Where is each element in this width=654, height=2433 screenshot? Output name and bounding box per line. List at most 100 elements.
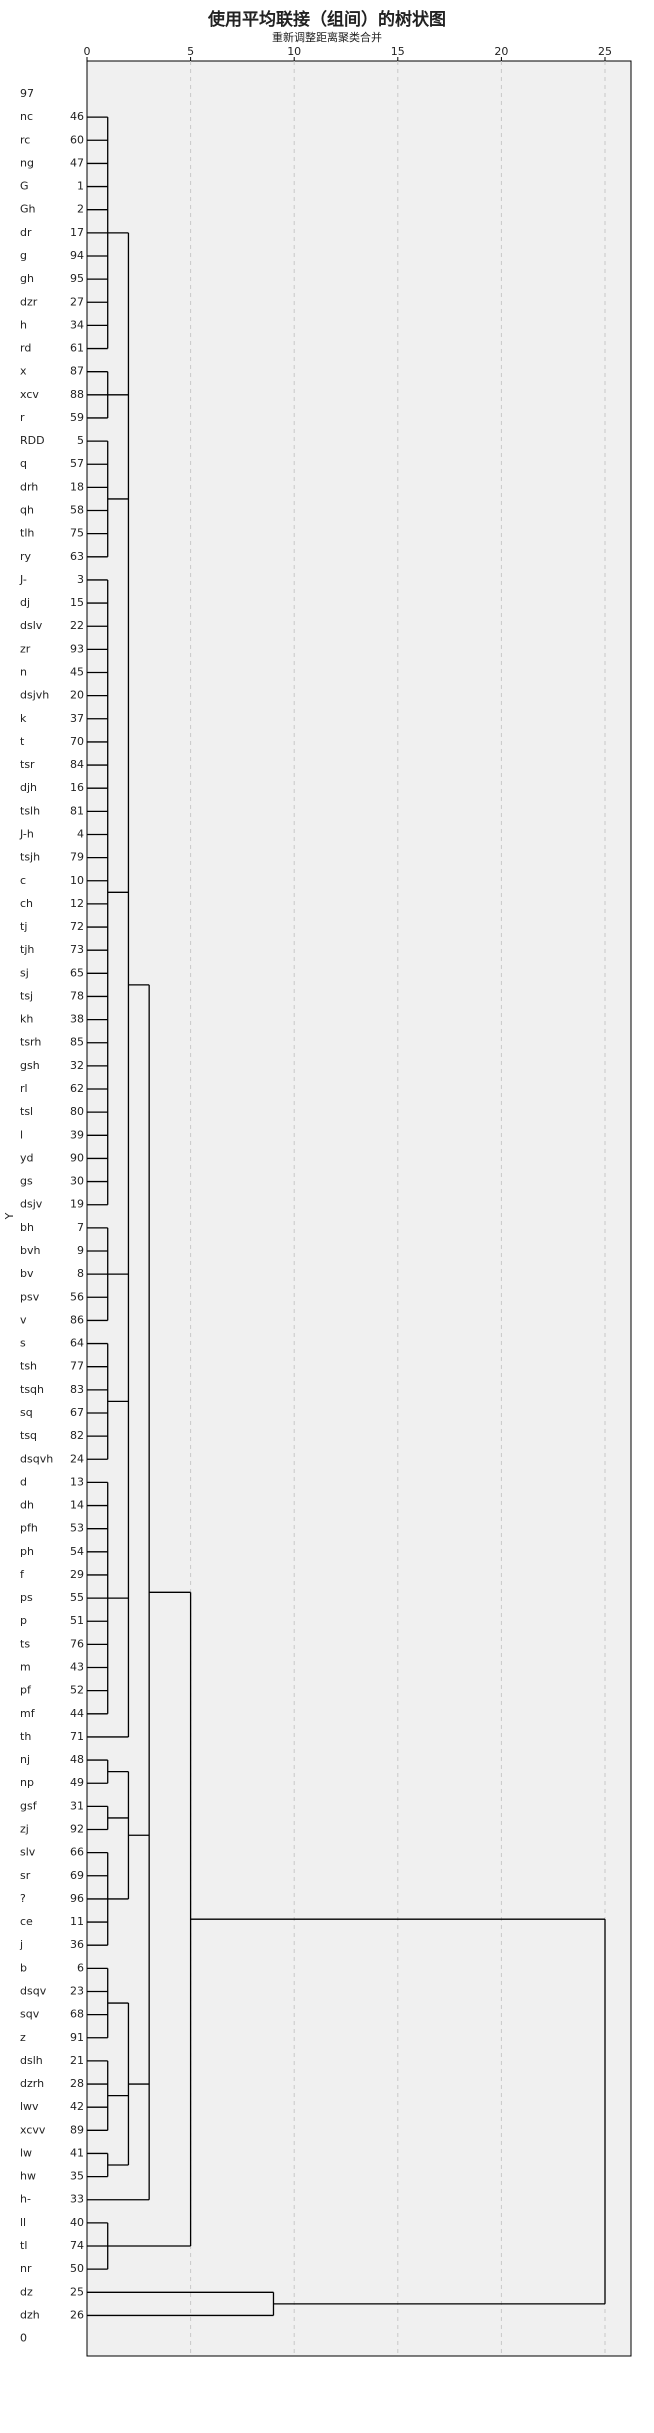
leaf-label: zr [20, 642, 31, 655]
leaf-case: 19 [70, 1198, 84, 1211]
leaf-case: 93 [70, 642, 84, 655]
leaf-label: dh [20, 1499, 34, 1512]
x-tick-label: 25 [598, 45, 612, 58]
leaf-case: 15 [70, 596, 84, 609]
leaf-label: ce [20, 1915, 33, 1928]
leaf-case: 73 [70, 943, 84, 956]
leaf-label: dz [20, 2285, 33, 2298]
y-axis-label: Y [3, 1212, 16, 1220]
leaf-case: 16 [70, 781, 84, 794]
leaf-label: q [20, 457, 27, 470]
leaf-label: tsr [20, 758, 35, 771]
leaf-case: 28 [70, 2077, 84, 2090]
leaf-label: dslh [20, 2054, 43, 2067]
leaf-case: 20 [70, 689, 84, 702]
leaf-case: 63 [70, 550, 84, 563]
leaf-label: ng [20, 156, 34, 169]
leaf-label: ph [20, 1545, 34, 1558]
leaf-case: 96 [70, 1892, 84, 1905]
leaf-label: sj [20, 966, 29, 979]
leaf-case: 85 [70, 1036, 84, 1049]
leaf-label: zj [20, 1823, 29, 1836]
leaf-label: mf [20, 1707, 36, 1720]
leaf-case: 50 [70, 2262, 84, 2275]
leaf-label: l [20, 1128, 23, 1141]
leaf-case: 10 [70, 874, 84, 887]
leaf-case: 58 [70, 504, 84, 517]
leaf-case: 57 [70, 457, 84, 470]
leaf-label: tslh [20, 804, 40, 817]
leaf-case: 5 [77, 434, 84, 447]
leaf-label: tlh [20, 527, 34, 540]
leaf-label: rc [20, 133, 30, 146]
chart-subtitle: 重新调整距离聚类合并 [272, 30, 382, 44]
leaf-label: z [20, 2031, 26, 2044]
leaf-case: 36 [70, 1938, 84, 1951]
leaf-case: 8 [77, 1267, 84, 1280]
leaf-label: n [20, 666, 27, 679]
leaf-label: pf [20, 1684, 32, 1697]
leaf-case: 3 [77, 573, 84, 586]
leaf-label: ps [20, 1591, 33, 1604]
leaf-label: slv [20, 1846, 36, 1859]
leaf-label: np [20, 1776, 34, 1789]
leaf-case: 34 [70, 318, 84, 331]
leaf-case: 48 [70, 1753, 84, 1766]
leaf-case: 33 [70, 2193, 84, 2206]
leaf-case: 12 [70, 897, 84, 910]
leaf-label: rl [20, 1082, 28, 1095]
leaf-label: nj [20, 1753, 30, 1766]
leaf-label: xcvv [20, 2123, 46, 2136]
leaf-label: d [20, 1475, 27, 1488]
leaf-case: 21 [70, 2054, 84, 2067]
leaf-label: b [20, 1961, 27, 1974]
leaf-label: dslv [20, 619, 43, 632]
leaf-case: 22 [70, 619, 84, 632]
leaf-case: 56 [70, 1290, 84, 1303]
x-tick-label: 0 [84, 45, 91, 58]
leaf-case: 92 [70, 1823, 84, 1836]
leaf-case: 68 [70, 2008, 84, 2021]
leaf-label: rd [20, 342, 31, 355]
leaf-case: 61 [70, 342, 84, 355]
leaf-case: 95 [70, 272, 84, 285]
leaf-label: drh [20, 480, 38, 493]
leaf-case: 70 [70, 735, 84, 748]
x-tick-label: 10 [287, 45, 301, 58]
leaf-label: v [20, 1313, 27, 1326]
leaf-label: ? [20, 1892, 26, 1905]
leaf-case: 9 [77, 1244, 84, 1257]
leaf-label: dzh [20, 2308, 40, 2321]
leaf-case: 83 [70, 1383, 84, 1396]
leaf-label: m [20, 1661, 31, 1674]
leaf-label: tsl [20, 1105, 33, 1118]
leaf-case: 40 [70, 2216, 84, 2229]
leaf-label: J- [19, 573, 27, 586]
leaf-case: 37 [70, 712, 84, 725]
leaf-case: 94 [70, 249, 84, 262]
x-tick-label: 15 [391, 45, 405, 58]
leaf-case: 26 [70, 2308, 84, 2321]
leaf-case: 54 [70, 1545, 84, 1558]
leaf-case: 75 [70, 527, 84, 540]
leaf-case: 82 [70, 1429, 84, 1442]
leaf-case: 87 [70, 365, 84, 378]
leaf-case: 39 [70, 1128, 84, 1141]
leaf-case: 59 [70, 411, 84, 424]
plot-frame [86, 60, 632, 2357]
leaf-case: 65 [70, 966, 84, 979]
leaf-label: lwv [20, 2100, 39, 2113]
leaf-label: nr [20, 2262, 32, 2275]
leaf-case: 81 [70, 804, 84, 817]
chart-title: 使用平均联接（组间）的树状图 [207, 9, 446, 30]
leaf-case: 18 [70, 480, 84, 493]
leaf-case: 23 [70, 1984, 84, 1997]
leaf-case: 72 [70, 920, 84, 933]
leaf-case: 86 [70, 1313, 84, 1326]
row-label: 0 [20, 2332, 27, 2345]
leaf-case: 84 [70, 758, 84, 771]
leaf-case: 38 [70, 1013, 84, 1026]
leaf-case: 29 [70, 1568, 84, 1581]
